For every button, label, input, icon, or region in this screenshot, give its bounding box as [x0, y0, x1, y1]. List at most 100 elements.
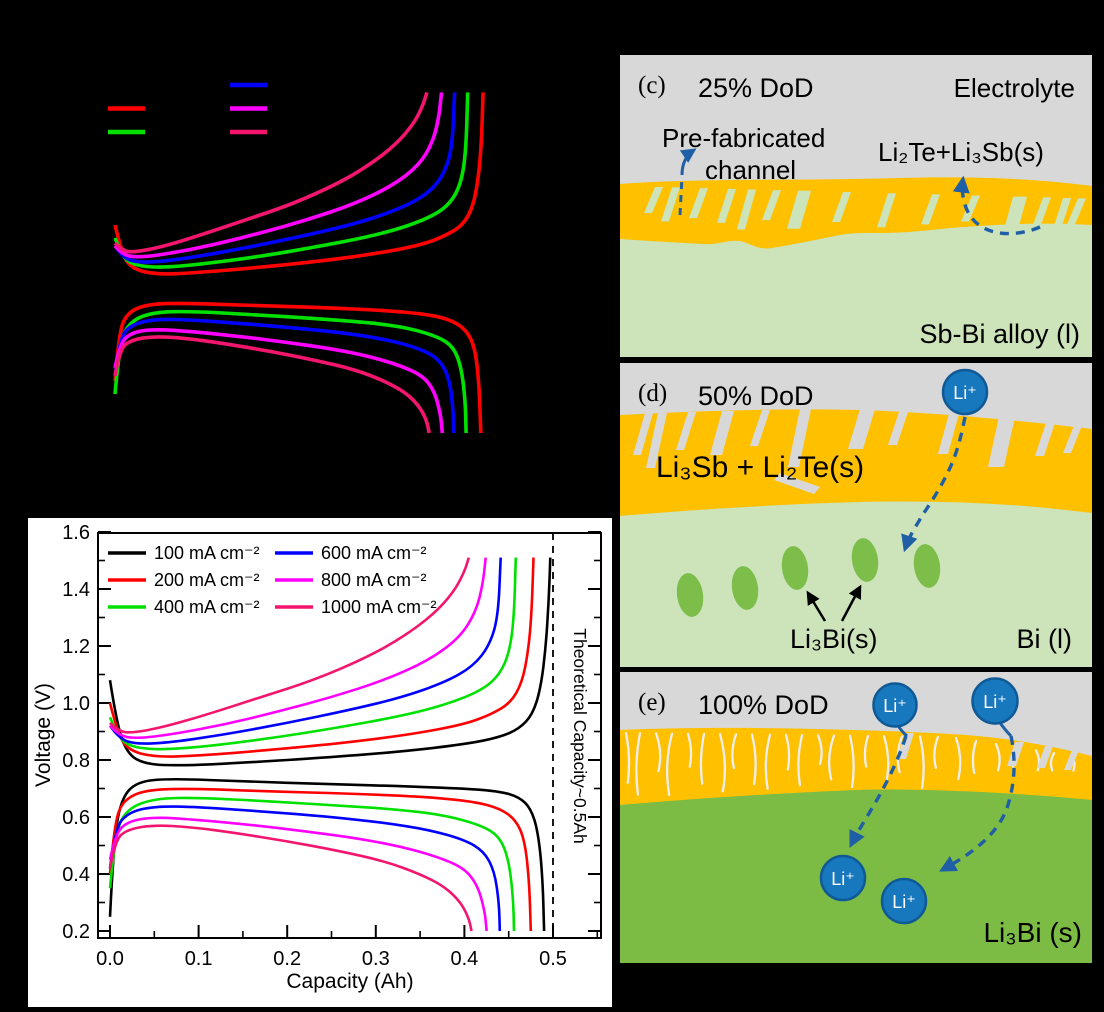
x-tick-label: 0.3	[362, 948, 390, 970]
b-charge-curve-4	[109, 557, 487, 740]
a-discharge-curve-3	[113, 317, 456, 434]
notch-slit	[1037, 746, 1053, 768]
channel-slit	[921, 194, 940, 225]
y-tick-label: 1.2	[62, 636, 90, 658]
a-charge-curve-0	[113, 92, 500, 284]
axes-ticks: 0.0 0.1 0.2 0.3 0.4 0.5 0.2 0.4 0.6 0.8 1.0 1.2 1.4 1…	[62, 522, 601, 970]
electrolyte-label: Electrolyte	[954, 73, 1075, 103]
surface-product-arrow-icon	[952, 175, 1041, 236]
b-charge-curve-0	[108, 557, 552, 767]
li-ion-text: Li⁺	[953, 383, 977, 403]
sb-bi-alloy-label: Sb-Bi alloy (l)	[919, 319, 1080, 349]
b-charge-curve-3	[108, 557, 502, 745]
b-legend-label-1: 200 mA cm⁻²	[154, 570, 260, 590]
precipitate-arrow-left-icon	[806, 590, 827, 622]
li-ion-path-arrow-2-icon	[939, 735, 1016, 872]
li-ion-path-arrow-1-icon	[849, 735, 908, 849]
panel-e-tag: (e)	[638, 689, 666, 716]
panel-e-dod-label: 100% DoD	[698, 690, 829, 720]
channel-slit	[710, 411, 734, 455]
channel-slit	[633, 413, 653, 455]
panel-c-dod-label: 25% DoD	[698, 73, 814, 103]
crack-line	[699, 732, 706, 785]
li-ion-circle-top-2	[971, 677, 1019, 725]
channel-arrow-icon	[679, 148, 697, 176]
li3bi-precipitate-label: Li₃Bi(s)	[790, 624, 878, 654]
panel-e-svg: Li⁺ Li⁺ Li⁺ Li⁺ (e) 100% DoD Li₃Bi (s)	[620, 672, 1092, 963]
li-ion-text-top-1: Li⁺	[883, 696, 907, 716]
a-charge-curve-4	[113, 92, 444, 259]
b-discharge-curve-1	[108, 787, 533, 932]
channel-slit	[1032, 197, 1051, 228]
a-discharge-curve-4	[113, 327, 445, 434]
panel-d-dod-label: 50% DoD	[698, 381, 814, 411]
crack-line	[971, 739, 978, 775]
bi-liquid-label: Bi (l)	[1017, 624, 1073, 654]
li3sb-li2te-layer	[620, 409, 1092, 516]
channel-slit	[787, 190, 811, 229]
li3sb-li2te-label: Li₃Sb + Li₂Te(s)	[656, 451, 864, 484]
x-axis-label: Capacity (Ah)	[286, 970, 413, 993]
b-legend-label-2: 400 mA cm⁻²	[154, 597, 260, 617]
panel-c: (c) 25% DoD Electrolyte Pre-fabricated c…	[620, 55, 1092, 357]
channel-slit	[961, 195, 980, 222]
channel-slit	[788, 409, 811, 467]
surface-product-label: Li₂Te+Li₃Sb(s)	[878, 137, 1044, 167]
li3bi-droplet	[851, 538, 879, 582]
panel-d: Li⁺ (d) 50% DoD Li₃Sb + Li₂Te(s) Li₃Bi(s…	[620, 363, 1092, 667]
crack-streaks	[624, 731, 1076, 797]
crack-line	[863, 734, 870, 768]
notch-slit	[1064, 750, 1079, 770]
b-charge-curve-2	[108, 557, 518, 751]
channel-slit	[762, 190, 781, 221]
crack-line	[750, 733, 757, 786]
channel-slit	[644, 186, 663, 213]
b-charge-curve-1	[108, 557, 535, 758]
channel-slit	[1035, 420, 1056, 456]
crack-line	[731, 733, 738, 770]
li-ion-circle-top-1	[872, 682, 918, 728]
chart-b-svg: Capacity (Ah) Voltage (V) Theoretical Ca…	[32, 522, 602, 993]
prefabricated-channel-label-line2: channel	[705, 155, 796, 185]
y-tick-label: 0.8	[62, 750, 90, 772]
channel-slit	[877, 193, 896, 228]
x-tick-label: 0.0	[96, 948, 124, 970]
crack-line	[764, 733, 772, 790]
channel-slit	[1063, 423, 1083, 453]
chart-b-voltage-capacity: Capacity (Ah) Voltage (V) Theoretical Ca…	[28, 518, 612, 1007]
crack-line	[686, 732, 693, 768]
panel-c-tag: (c)	[638, 72, 666, 99]
prefabricated-channels	[644, 186, 1086, 237]
channel-slit	[646, 413, 667, 468]
prefabricated-channel-label-line1: Pre-fabricated	[662, 123, 825, 153]
channel-slit	[832, 192, 851, 223]
electrolyte-filled-channels	[633, 409, 1083, 494]
li-ion-path-arrow-icon	[901, 416, 967, 553]
crack-line	[994, 742, 1001, 772]
channel-slash	[774, 473, 820, 494]
li-ion-circle-bottom-2	[880, 877, 928, 925]
li3bi-droplet	[913, 544, 941, 588]
channel-slit	[717, 188, 736, 223]
channel-arrow-dash	[678, 176, 684, 216]
a-discharge-curve-1	[113, 301, 483, 434]
plot-frame	[97, 532, 602, 939]
chart-a-voltage-capacity	[108, 82, 500, 434]
y-tick-label: 0.2	[62, 921, 90, 943]
bi-liquid-region	[620, 488, 1092, 667]
y-tick-label: 0.4	[62, 864, 90, 886]
y-tick-label: 1.6	[62, 522, 90, 544]
li-ion-circle-bottom-1	[819, 854, 867, 902]
a-charge-curve-5	[113, 91, 429, 254]
b-legend-label-4: 800 mA cm⁻²	[321, 570, 427, 590]
crack-line	[1034, 749, 1041, 772]
crack-line	[933, 735, 940, 770]
li3bi-droplet	[676, 573, 704, 617]
li3bi-solid-label: Li₃Bi (s)	[983, 917, 1082, 948]
channel-slit	[1002, 196, 1027, 237]
x-tick-label: 0.4	[450, 948, 478, 970]
b-legend-label-5: 1000 mA cm⁻²	[321, 597, 437, 617]
crack-line	[1049, 751, 1056, 772]
crack-line	[654, 732, 662, 773]
